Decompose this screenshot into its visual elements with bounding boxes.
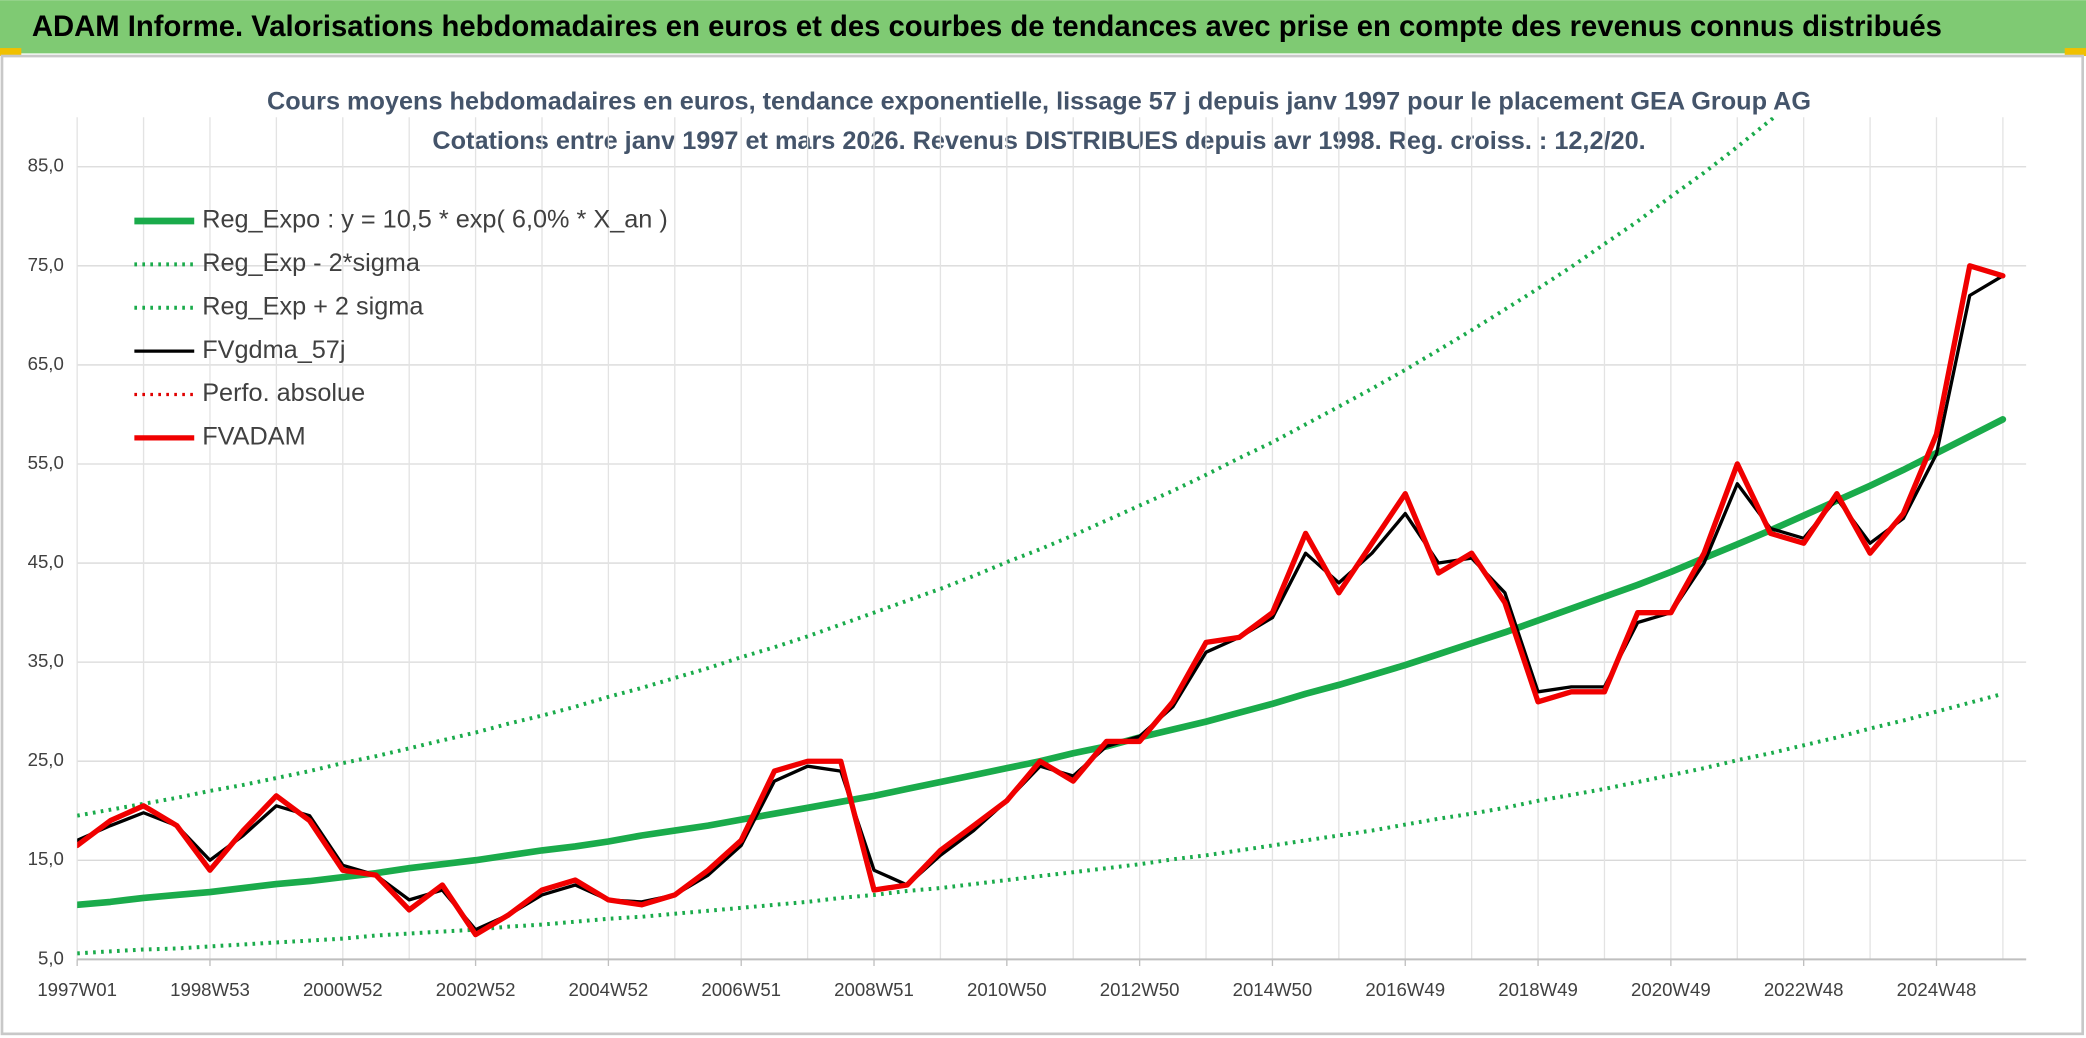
- corner: [0, 48, 22, 57]
- legend-label: Reg_Exp - 2*sigma: [202, 249, 421, 277]
- y-tick-label: 85,0: [28, 155, 64, 176]
- x-tick-label: 2000W52: [303, 979, 383, 1000]
- x-tick-label: 2016W49: [1365, 979, 1445, 1000]
- chart-title: Cours moyens hebdomadaires en euros, ten…: [267, 87, 1811, 115]
- x-tick-label: 1998W53: [170, 979, 250, 1000]
- x-tick-label: 2008W51: [834, 979, 914, 1000]
- x-tick-label: 2014W50: [1233, 979, 1313, 1000]
- legend-label: FVgdma_57j: [202, 336, 345, 364]
- series-line: [77, 263, 2006, 938]
- chart-subtitle: Cotations entre janv 1997 et mars 2026. …: [432, 127, 1645, 155]
- x-tick-label: 2010W50: [967, 979, 1047, 1000]
- y-tick-label: 55,0: [28, 452, 64, 473]
- y-tick-label: 15,0: [28, 848, 64, 869]
- corner: [2064, 48, 2086, 57]
- x-tick-label: 2004W52: [569, 979, 649, 1000]
- header-title: ADAM Informe. Valorisations hebdomadaire…: [32, 11, 1942, 43]
- header-band: [0, 0, 2086, 54]
- legend-label: FVADAM: [202, 423, 305, 451]
- x-tick-label: 2012W50: [1100, 979, 1180, 1000]
- y-tick-label: 75,0: [28, 254, 64, 275]
- y-tick-label: 35,0: [28, 650, 64, 671]
- chart-border: [0, 54, 2085, 1036]
- legend-label: Reg_Exp + 2 sigma: [202, 292, 424, 320]
- y-tick-label: 65,0: [28, 353, 64, 374]
- x-tick-label: 2022W48: [1764, 979, 1844, 1000]
- x-tick-label: 2002W52: [436, 979, 516, 1000]
- y-tick-label: 5,0: [38, 947, 64, 968]
- legend-label: Perfo. absolue: [202, 379, 365, 407]
- x-tick-label: 2006W51: [701, 979, 781, 1000]
- x-tick-label: 2018W49: [1498, 979, 1578, 1000]
- x-tick-label: 1997W01: [37, 979, 117, 1000]
- series-line: [77, 691, 2004, 956]
- legend-label: Reg_Expo : y = 10,5 * exp( 6,0% * X_an ): [202, 206, 668, 234]
- plot-area: [77, 117, 2007, 956]
- y-tick-label: 25,0: [28, 749, 64, 770]
- x-tick-label: 2020W49: [1631, 979, 1711, 1000]
- x-tick-label: 2024W48: [1897, 979, 1977, 1000]
- series-line: [77, 117, 1778, 818]
- y-tick-label: 45,0: [28, 551, 64, 572]
